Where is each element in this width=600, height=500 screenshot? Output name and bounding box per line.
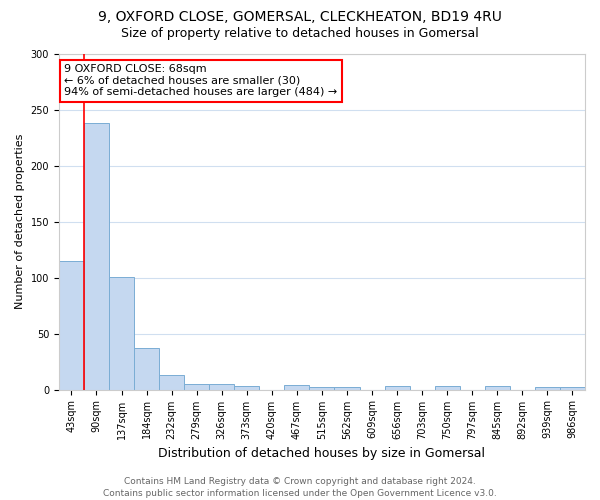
Bar: [184, 384, 209, 390]
Bar: [434, 386, 460, 390]
Bar: [59, 261, 84, 390]
Bar: [109, 276, 134, 390]
Text: 9, OXFORD CLOSE, GOMERSAL, CLECKHEATON, BD19 4RU: 9, OXFORD CLOSE, GOMERSAL, CLECKHEATON, …: [98, 10, 502, 24]
Bar: [234, 386, 259, 390]
Bar: [159, 375, 184, 390]
Bar: [134, 348, 159, 390]
Bar: [334, 388, 359, 390]
Bar: [385, 386, 410, 390]
Bar: [209, 384, 234, 390]
Bar: [284, 385, 310, 390]
Bar: [485, 386, 510, 390]
Text: 9 OXFORD CLOSE: 68sqm
← 6% of detached houses are smaller (30)
94% of semi-detac: 9 OXFORD CLOSE: 68sqm ← 6% of detached h…: [64, 64, 337, 98]
Bar: [560, 388, 585, 390]
Y-axis label: Number of detached properties: Number of detached properties: [15, 134, 25, 310]
Text: Contains HM Land Registry data © Crown copyright and database right 2024.
Contai: Contains HM Land Registry data © Crown c…: [103, 476, 497, 498]
X-axis label: Distribution of detached houses by size in Gomersal: Distribution of detached houses by size …: [158, 447, 485, 460]
Bar: [310, 388, 334, 390]
Bar: [84, 124, 109, 390]
Text: Size of property relative to detached houses in Gomersal: Size of property relative to detached ho…: [121, 28, 479, 40]
Bar: [535, 388, 560, 390]
